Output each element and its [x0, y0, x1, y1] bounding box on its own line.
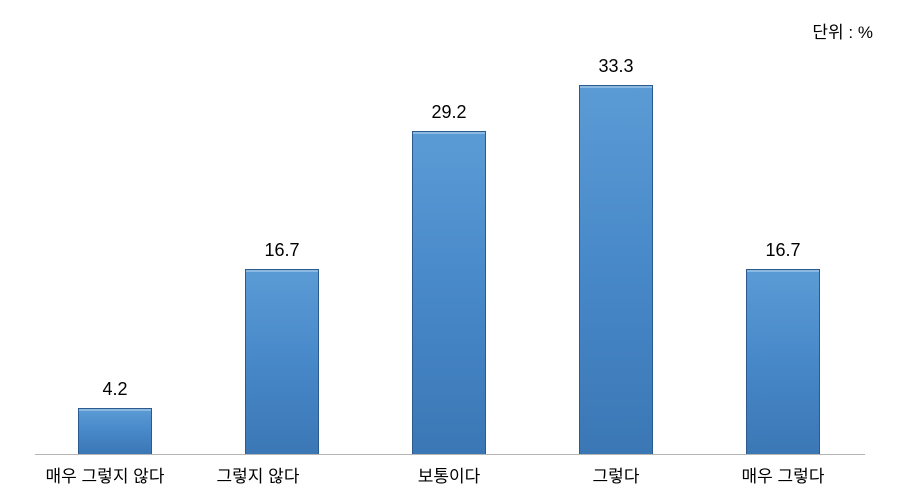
bar-2: [412, 131, 486, 455]
unit-label: 단위 : %: [812, 18, 873, 43]
bar-value-2: 29.2: [431, 102, 466, 123]
bar-group-4: 16.7: [746, 240, 820, 455]
bar-4: [746, 269, 820, 455]
bar-group-3: 33.3: [579, 56, 653, 455]
category-label-4: 매우 그렇다: [742, 462, 825, 487]
category-label-0: 매우 그렇지 않다: [46, 462, 165, 487]
bar-value-3: 33.3: [598, 56, 633, 77]
bar-group-2: 29.2: [412, 102, 486, 455]
category-labels-row: 매우 그렇지 않다 그렇지 않다 보통이다 그렇다 매우 그렇다: [35, 462, 865, 502]
category-label-2: 보통이다: [418, 462, 481, 487]
bar-group-1: 16.7: [245, 240, 319, 455]
bar-0: [78, 408, 152, 455]
bar-value-1: 16.7: [264, 240, 299, 261]
bars-container: 4.2 16.7 29.2 33.3 16.7: [35, 55, 865, 455]
bar-value-4: 16.7: [765, 240, 800, 261]
chart-plot-area: 4.2 16.7 29.2 33.3 16.7: [35, 55, 865, 455]
bar-value-0: 4.2: [102, 379, 127, 400]
bar-1: [245, 269, 319, 455]
bar-group-0: 4.2: [78, 379, 152, 455]
x-axis-line: [35, 454, 865, 455]
bar-3: [579, 85, 653, 455]
category-label-3: 그렇다: [593, 462, 640, 487]
category-label-1: 그렇지 않다: [217, 462, 300, 487]
